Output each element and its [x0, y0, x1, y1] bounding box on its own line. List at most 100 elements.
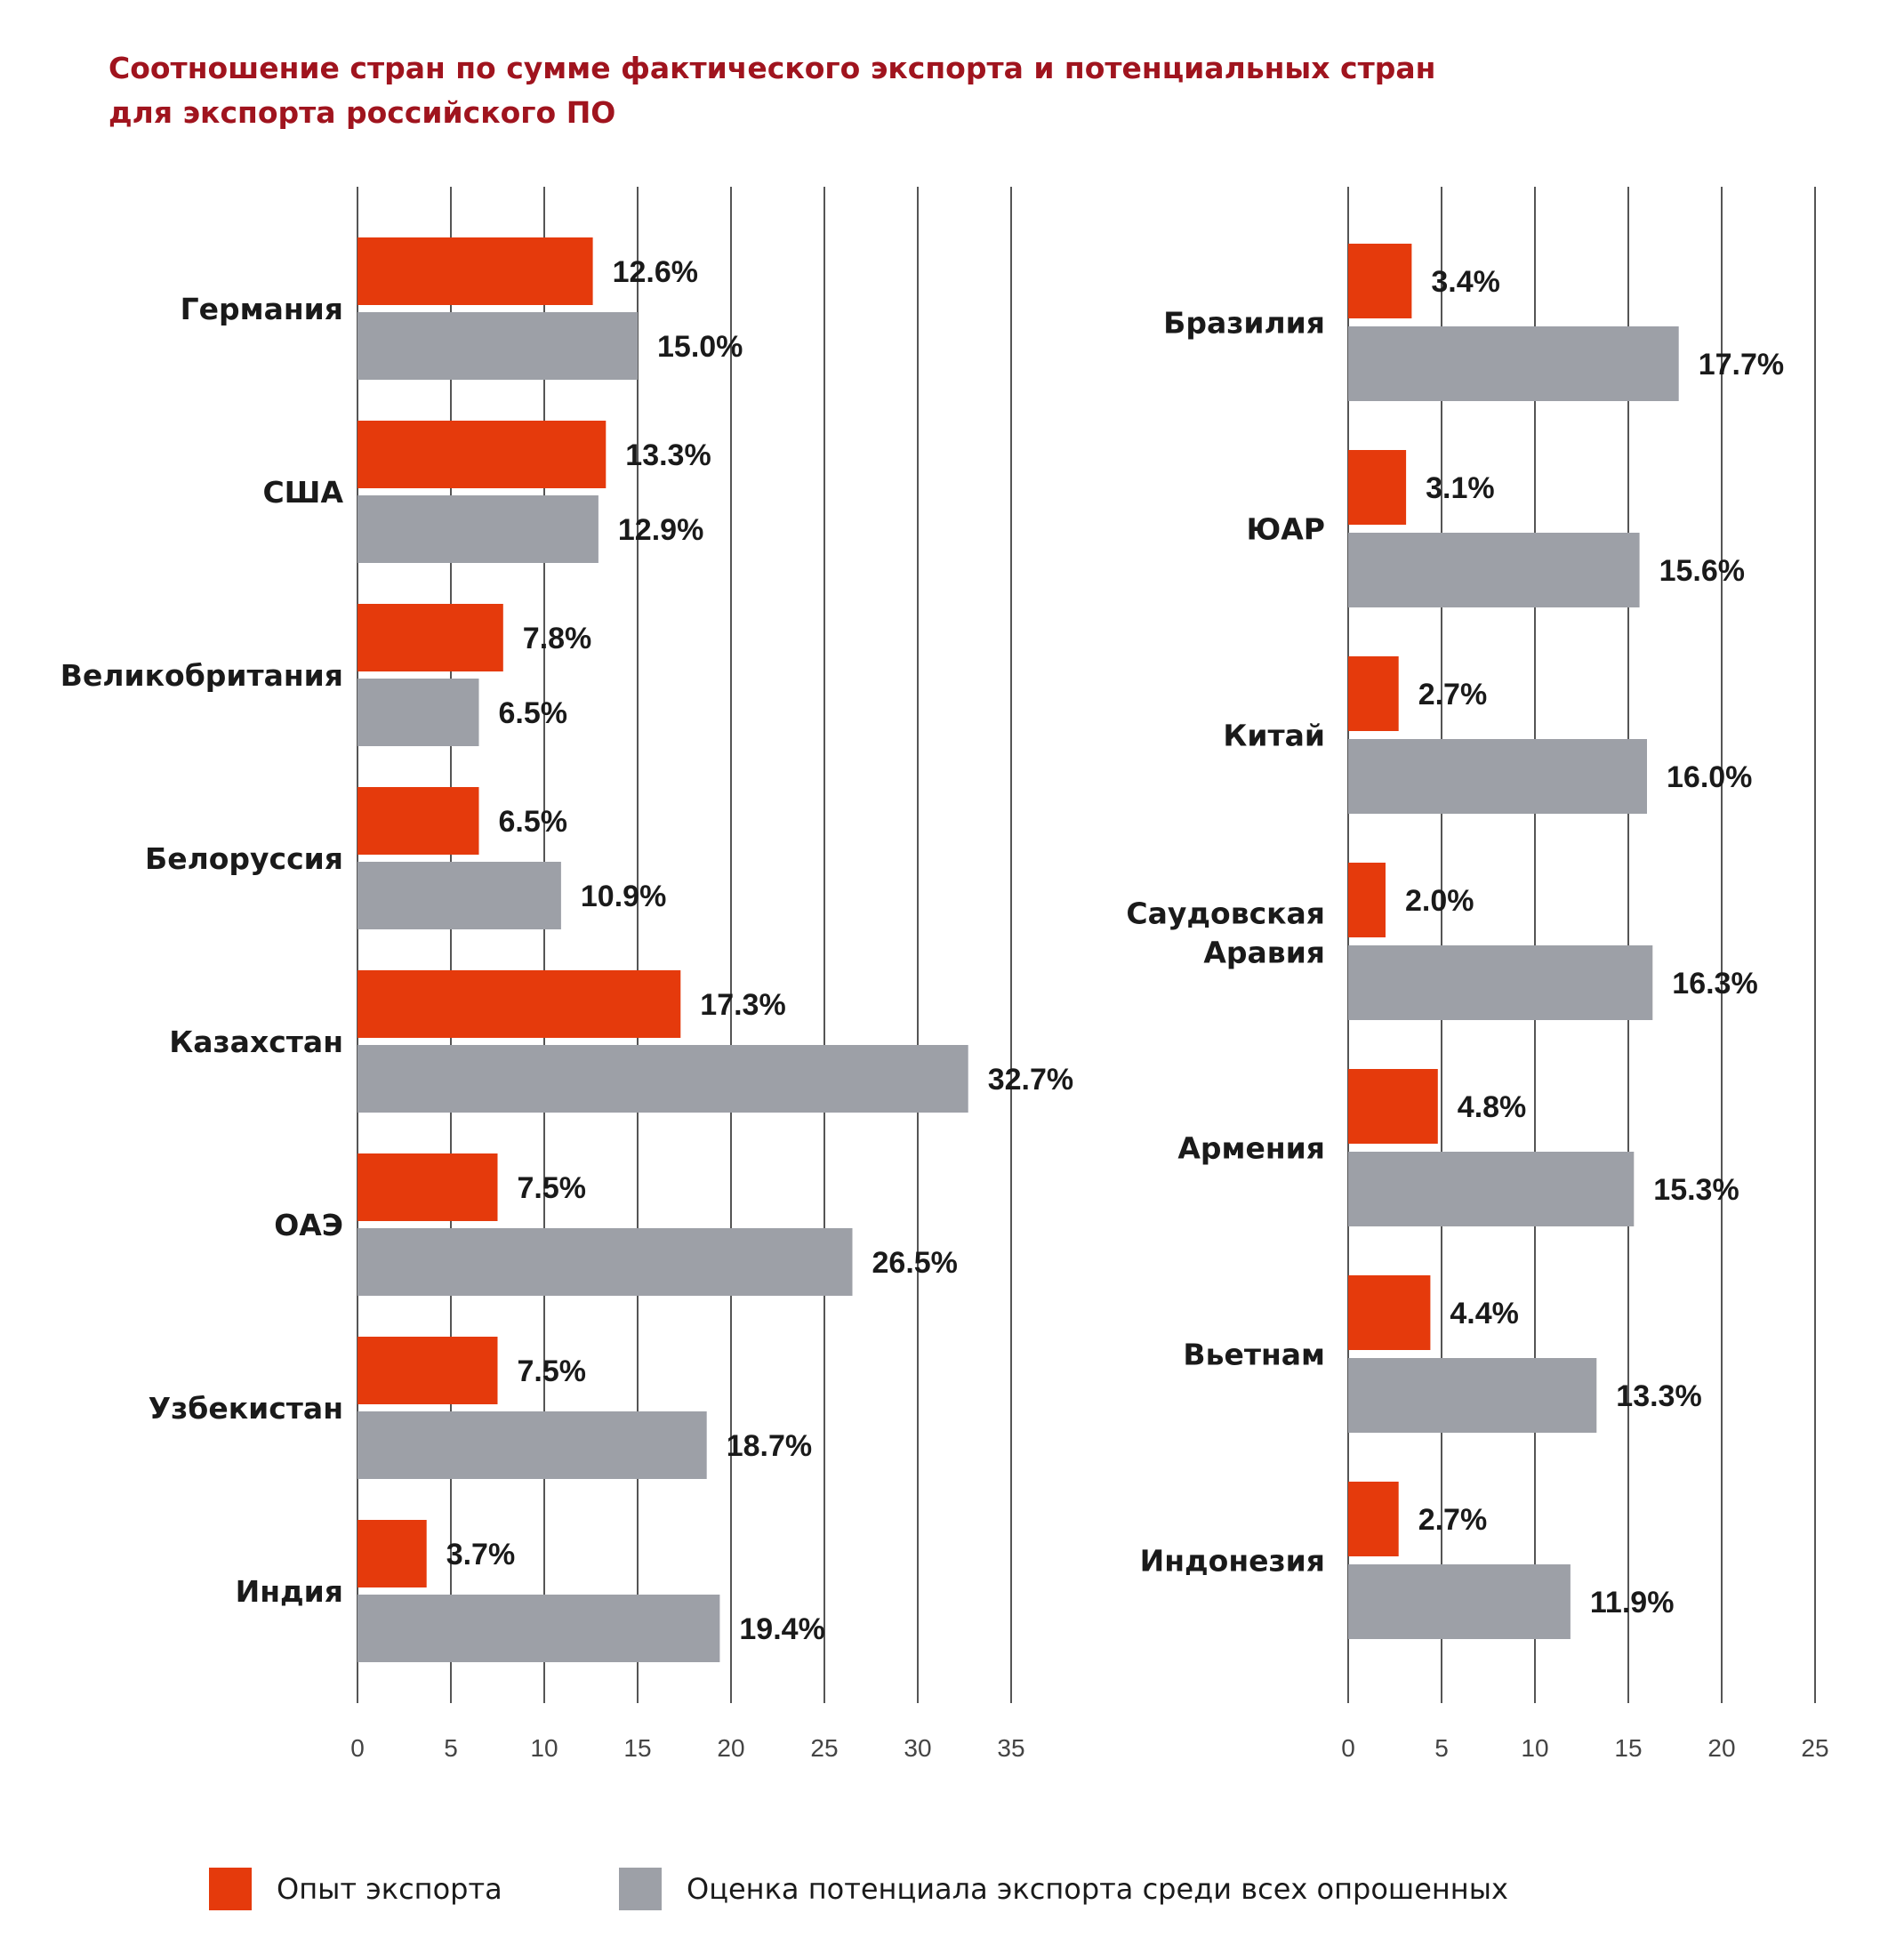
chart-1-bar-potential-4 — [358, 1045, 968, 1113]
chart-1-bar-potential-6 — [358, 1411, 707, 1479]
chart-1-x-tick-35: 35 — [997, 1734, 1024, 1762]
legend-swatch-actual — [209, 1868, 252, 1910]
chart-2-bar-actual-3 — [1348, 863, 1386, 937]
chart-1-value-label-potential-2: 6.5% — [499, 696, 568, 730]
chart-2-category-label-2: Китай — [1223, 719, 1325, 753]
chart-1-x-tick-5: 5 — [444, 1734, 458, 1762]
chart-2-bar-actual-0 — [1348, 244, 1412, 318]
chart-2-value-label-potential-3: 16.3% — [1672, 967, 1757, 1001]
chart-2-value-label-potential-5: 13.3% — [1616, 1379, 1701, 1413]
chart-1-x-tick-0: 0 — [350, 1734, 365, 1762]
chart-2-x-tick-20: 20 — [1707, 1734, 1735, 1762]
chart-1-bar-actual-0 — [358, 237, 593, 305]
chart-1-bar-actual-5 — [358, 1153, 498, 1221]
chart-2-value-label-actual-0: 3.4% — [1431, 265, 1500, 299]
chart-1-bar-actual-7 — [358, 1520, 427, 1587]
chart-1-value-label-actual-1: 13.3% — [625, 438, 711, 472]
chart-1-category-label-5: ОАЭ — [274, 1208, 343, 1242]
chart-1-category-label-2: Великобритания — [60, 658, 343, 693]
legend-label-actual: Опыт экспорта — [277, 1872, 502, 1906]
chart-1-bar-actual-1 — [358, 421, 607, 488]
chart-1-x-tick-15: 15 — [623, 1734, 651, 1762]
chart-1-category-label-7: Индия — [236, 1574, 343, 1609]
chart-1-value-label-potential-4: 32.7% — [988, 1063, 1073, 1097]
chart-2-bar-actual-1 — [1348, 450, 1407, 525]
chart-1-bar-actual-6 — [358, 1337, 498, 1404]
chart-1-value-label-potential-0: 15.0% — [657, 330, 743, 364]
legend-swatch-potential — [619, 1868, 662, 1910]
chart-2-value-label-potential-2: 16.0% — [1667, 760, 1752, 794]
chart-1-value-label-potential-1: 12.9% — [618, 513, 703, 547]
chart-2-bar-potential-5 — [1348, 1358, 1597, 1433]
chart-1-bar-actual-2 — [358, 604, 503, 671]
legend: Опыт экспорта Оценка потенциала экспорта… — [0, 1868, 1904, 1921]
chart-1-bar-potential-7 — [358, 1595, 720, 1662]
legend-item-potential: Оценка потенциала экспорта среди всех оп… — [619, 1868, 1508, 1910]
chart-1-x-tick-20: 20 — [717, 1734, 744, 1762]
chart-1-bar-actual-3 — [358, 787, 479, 855]
chart-2-bar-actual-6 — [1348, 1482, 1399, 1556]
chart-2-bar-potential-4 — [1348, 1152, 1635, 1226]
chart-1-bar-potential-5 — [358, 1228, 853, 1296]
chart-2-value-label-actual-1: 3.1% — [1426, 471, 1495, 505]
legend-item-actual: Опыт экспорта — [209, 1868, 502, 1910]
chart-2-x-tick-5: 5 — [1434, 1734, 1449, 1762]
chart-2-x-tick-25: 25 — [1801, 1734, 1828, 1762]
chart-2-x-tick-0: 0 — [1341, 1734, 1355, 1762]
chart-1-bar-potential-0 — [358, 312, 638, 380]
chart-1-value-label-actual-3: 6.5% — [499, 805, 568, 839]
chart-1-value-label-actual-0: 12.6% — [613, 255, 698, 289]
chart-2-x-tick-15: 15 — [1614, 1734, 1642, 1762]
chart-1-category-label-6: Узбекистан — [149, 1391, 343, 1426]
chart-1-x-tick-30: 30 — [904, 1734, 931, 1762]
chart-1-bar-potential-1 — [358, 495, 599, 563]
chart-2-bar-potential-3 — [1348, 945, 1653, 1020]
chart-1-value-label-potential-6: 18.7% — [727, 1429, 812, 1463]
chart-2-x-tick-10: 10 — [1521, 1734, 1548, 1762]
chart-2-bar-actual-2 — [1348, 656, 1399, 731]
chart-1-value-label-actual-6: 7.5% — [518, 1354, 587, 1388]
chart-2-value-label-actual-2: 2.7% — [1418, 678, 1488, 711]
chart-1-value-label-actual-7: 3.7% — [446, 1538, 516, 1571]
chart-1-value-label-potential-5: 26.5% — [872, 1246, 958, 1280]
chart-2-category-label-0: Бразилия — [1163, 306, 1325, 341]
chart-1-x-tick-25: 25 — [810, 1734, 838, 1762]
chart-2-bar-actual-4 — [1348, 1069, 1438, 1144]
chart-2-bar-potential-6 — [1348, 1564, 1571, 1639]
chart-1-bar-actual-4 — [358, 970, 681, 1038]
chart-2-value-label-actual-4: 4.8% — [1458, 1090, 1527, 1124]
chart-2-category-label-5: Вьетнам — [1183, 1338, 1325, 1372]
chart-2-value-label-potential-4: 15.3% — [1653, 1173, 1739, 1207]
chart-title-line-1: Соотношение стран по сумме фактического … — [108, 51, 1436, 85]
chart-2-value-label-potential-6: 11.9% — [1590, 1586, 1675, 1619]
chart-2-category-label-3-line-1: Аравия — [1203, 936, 1325, 970]
chart-2-value-label-potential-1: 15.6% — [1659, 554, 1745, 588]
chart-1-category-label-1: США — [262, 475, 343, 510]
chart-2-bar-potential-1 — [1348, 533, 1640, 607]
chart-2-category-label-1: ЮАР — [1247, 512, 1325, 547]
chart-title-line-2: для экспорта российского ПО — [108, 95, 616, 130]
chart-1-x-tick-10: 10 — [530, 1734, 558, 1762]
chart-1-category-label-0: Германия — [181, 292, 343, 326]
chart-1-value-label-actual-5: 7.5% — [518, 1171, 587, 1205]
chart-1-bar-potential-2 — [358, 679, 479, 746]
chart-2-category-label-4: Армения — [1177, 1131, 1325, 1166]
chart-title: Соотношение стран по сумме фактического … — [108, 46, 1620, 135]
chart-1-value-label-actual-4: 17.3% — [700, 988, 785, 1022]
chart-1-value-label-potential-3: 10.9% — [581, 880, 666, 913]
chart-1-value-label-actual-2: 7.8% — [523, 622, 592, 655]
chart-2-value-label-actual-6: 2.7% — [1418, 1503, 1488, 1537]
chart-1-bar-potential-3 — [358, 862, 561, 929]
legend-label-potential: Оценка потенциала экспорта среди всех оп… — [687, 1872, 1508, 1906]
chart-1-value-label-potential-7: 19.4% — [739, 1612, 824, 1646]
chart-2-value-label-potential-0: 17.7% — [1699, 348, 1784, 382]
chart-2-category-label-6: Индонезия — [1140, 1544, 1325, 1579]
chart-1-category-label-3: Белоруссия — [145, 841, 343, 876]
chart-2-bar-actual-5 — [1348, 1275, 1431, 1350]
chart-2-bar-potential-0 — [1348, 326, 1679, 401]
chart-2-bar-potential-2 — [1348, 739, 1647, 814]
chart-2-value-label-actual-5: 4.4% — [1450, 1297, 1519, 1330]
chart-2-value-label-actual-3: 2.0% — [1405, 884, 1474, 918]
chart-2-category-label-3-line-0: Саудовская — [1126, 896, 1325, 931]
